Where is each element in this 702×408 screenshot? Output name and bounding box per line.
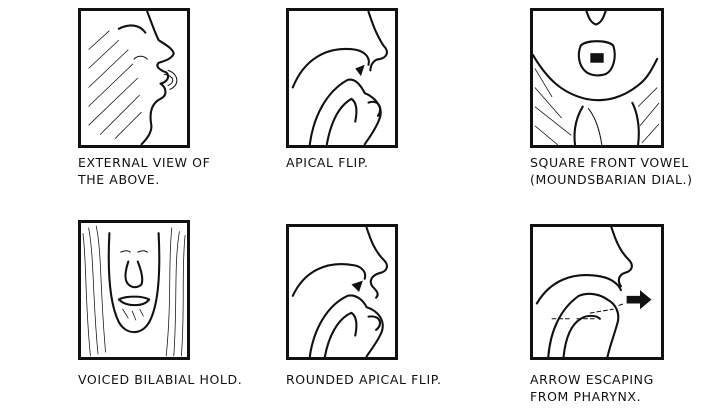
caption-square-front-vowel: SQUARE FRONT VOWEL (MOUNDSBARIAN DIAL.) — [530, 155, 693, 187]
flip-arrow-icon — [351, 280, 363, 292]
square-vowel-face-illustration — [533, 11, 660, 145]
escaping-arrow-icon — [626, 290, 652, 310]
caption-external-view: EXTERNAL VIEW OF THE ABOVE. — [78, 155, 211, 187]
panel-external-view — [78, 8, 190, 148]
panel-square-front-vowel — [530, 8, 664, 148]
panel-voiced-bilabial-hold — [78, 220, 190, 360]
flip-arrow-icon — [355, 64, 365, 77]
panel-arrow-escaping-pharynx — [530, 224, 664, 360]
profile-lips-illustration — [88, 11, 178, 145]
panel-apical-flip — [286, 8, 398, 148]
caption-arrow-escaping-pharynx: ARROW ESCAPING FROM PHARYNX. — [530, 372, 654, 404]
apical-flip-illustration — [291, 11, 388, 145]
rounded-apical-flip-illustration — [291, 227, 388, 357]
caption-rounded-apical-flip: ROUNDED APICAL FLIP. — [286, 372, 442, 387]
caption-apical-flip: APICAL FLIP. — [286, 155, 369, 170]
face-with-hair-illustration — [82, 225, 186, 357]
caption-voiced-bilabial-hold: VOICED BILABIAL HOLD. — [78, 372, 243, 387]
panel-rounded-apical-flip — [286, 224, 398, 360]
pharynx-arrow-illustration — [535, 227, 652, 357]
